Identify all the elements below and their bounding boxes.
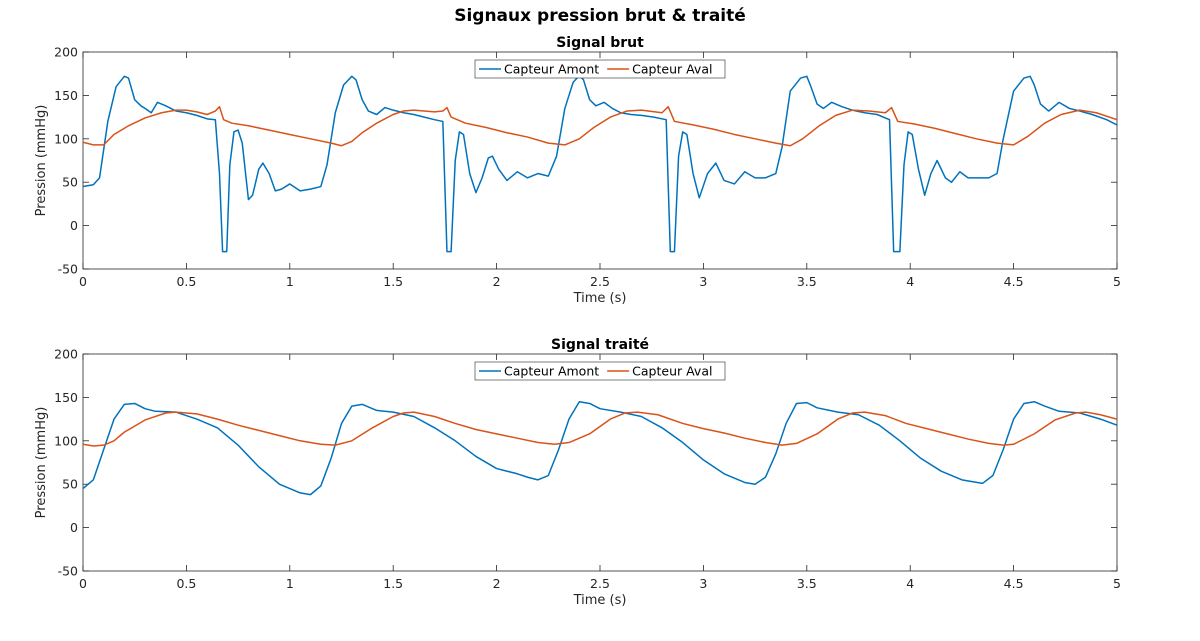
- y-tick-label: 200: [54, 45, 78, 60]
- x-tick-label: 1.5: [383, 274, 403, 289]
- y-tick-label: 100: [54, 433, 78, 448]
- x-tick-label: 2.5: [590, 274, 610, 289]
- y-tick-label: 50: [62, 175, 78, 190]
- axes-title: Signal brut: [556, 35, 644, 51]
- y-tick-label: 0: [70, 520, 78, 535]
- x-tick-label: 0.5: [176, 576, 196, 591]
- x-axis-label: Time (s): [573, 593, 627, 608]
- y-tick-label: 150: [54, 88, 78, 103]
- plot-area: [83, 52, 1117, 269]
- x-tick-label: 4: [906, 274, 914, 289]
- x-tick-label: 1: [286, 274, 294, 289]
- y-axis-label: Pression (mmHg): [34, 407, 49, 519]
- plot-area: [83, 354, 1117, 571]
- y-tick-label: -50: [58, 262, 78, 277]
- x-tick-label: 4: [906, 576, 914, 591]
- x-tick-label: 4.5: [1004, 576, 1024, 591]
- axes-1: 0 0.5 1 1.5 2 2.5 3 3.5 4 4.5 5-50050100150200Sign…: [34, 35, 1121, 306]
- figure-title: Signaux pression brut & traité: [454, 6, 746, 26]
- x-tick-label: 1: [286, 576, 294, 591]
- legend-box: [474, 361, 726, 381]
- legend: Capteur Amont Capteur Aval: [474, 361, 726, 381]
- x-tick-label: 0: [79, 274, 87, 289]
- axes-2: 0 0.5 1 1.5 2 2.5 3 3.5 4 4.5 5-50050100150200Sign…: [34, 337, 1121, 608]
- x-tick-label: 4.5: [1004, 274, 1024, 289]
- series-line-capteur-aval: [83, 411, 1117, 447]
- legend-entry-label: Capteur Aval: [632, 363, 712, 378]
- x-tick-label: 2.5: [590, 576, 610, 591]
- y-tick-label: -50: [58, 564, 78, 579]
- x-tick-label: 0.5: [176, 274, 196, 289]
- y-axis-label: Pression (mmHg): [34, 105, 49, 217]
- legend: Capteur Amont Capteur Aval: [474, 59, 726, 79]
- legend-entry-label: Capteur Amont: [504, 61, 599, 76]
- y-tick-label: 0: [70, 218, 78, 233]
- x-tick-label: 5: [1113, 274, 1121, 289]
- x-tick-label: 5: [1113, 576, 1121, 591]
- x-tick-label: 3.5: [797, 274, 817, 289]
- series-line-capteur-amont: [83, 74, 1117, 253]
- x-tick-label: 2: [493, 274, 501, 289]
- series-line-capteur-amont: [83, 400, 1117, 496]
- y-tick-label: 150: [54, 390, 78, 405]
- x-axis-label: Time (s): [573, 291, 627, 306]
- y-tick-label: 200: [54, 347, 78, 362]
- x-tick-label: 2: [493, 576, 501, 591]
- x-tick-label: 3.5: [797, 576, 817, 591]
- y-tick-label: 50: [62, 477, 78, 492]
- axes-title: Signal traité: [551, 337, 649, 353]
- legend-box: [474, 59, 726, 79]
- legend-entry-label: Capteur Amont: [504, 363, 599, 378]
- x-tick-label: 0: [79, 576, 87, 591]
- x-tick-label: 1.5: [383, 576, 403, 591]
- legend-entry-label: Capteur Aval: [632, 61, 712, 76]
- series-line-capteur-aval: [83, 105, 1117, 147]
- x-tick-label: 3: [699, 274, 707, 289]
- x-tick-label: 3: [699, 576, 707, 591]
- y-tick-label: 100: [54, 131, 78, 146]
